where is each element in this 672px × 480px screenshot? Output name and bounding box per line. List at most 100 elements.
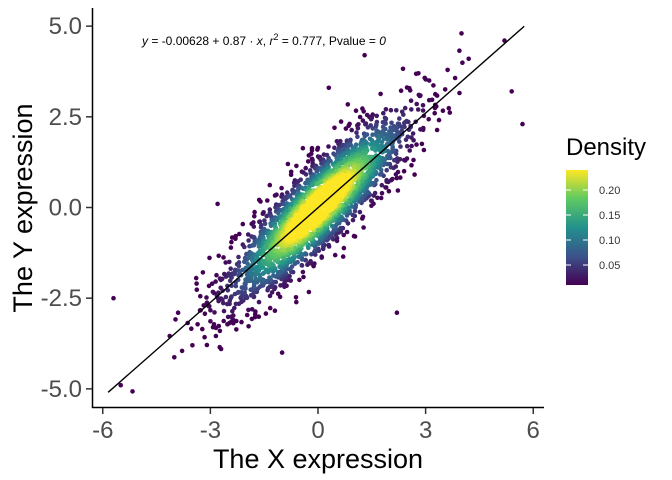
data-point: [300, 145, 306, 151]
data-point: [236, 254, 241, 260]
data-point: [237, 231, 242, 237]
y-axis-title: The Y expression: [8, 103, 38, 312]
data-point: [223, 274, 229, 279]
data-point: [383, 185, 388, 190]
data-point: [357, 114, 363, 120]
data-point: [236, 289, 241, 295]
data-point: [252, 235, 257, 240]
data-point: [389, 120, 394, 126]
data-point: [221, 255, 226, 260]
data-point: [343, 126, 349, 131]
x-tick-label: 0: [311, 417, 324, 444]
data-point: [225, 288, 231, 293]
data-point: [179, 348, 185, 354]
data-point: [379, 182, 385, 188]
data-point: [357, 209, 363, 215]
data-point: [350, 217, 356, 223]
x-tick-label: 6: [527, 417, 540, 444]
data-point: [370, 126, 376, 131]
data-point: [377, 172, 383, 177]
data-point: [269, 290, 275, 295]
data-point: [445, 67, 450, 73]
data-point: [233, 236, 238, 241]
data-point: [289, 264, 295, 269]
data-point: [360, 214, 366, 220]
data-point: [221, 308, 227, 314]
data-point: [353, 108, 359, 113]
data-point: [365, 125, 371, 130]
data-point: [411, 157, 416, 163]
data-point: [369, 138, 375, 143]
data-point: [173, 317, 178, 322]
eq-x: x: [256, 34, 264, 48]
data-point: [403, 137, 409, 142]
data-point: [394, 310, 400, 316]
data-point: [303, 257, 309, 263]
data-point: [414, 101, 420, 107]
data-point: [416, 71, 421, 76]
eq-plus: +: [209, 34, 223, 48]
data-point: [244, 312, 250, 318]
data-point: [305, 159, 311, 164]
data-point: [421, 147, 427, 153]
data-point: [279, 185, 284, 191]
eq-y: y: [141, 34, 149, 48]
data-point: [267, 293, 273, 299]
y-tick-label: 5.0: [49, 13, 82, 40]
data-point: [190, 343, 195, 348]
legend-title: Density: [566, 134, 646, 161]
data-point: [415, 107, 421, 112]
data-point: [279, 350, 285, 355]
data-point: [232, 305, 237, 311]
data-point: [393, 172, 399, 177]
y-tick-label: 0.0: [49, 195, 82, 222]
data-point: [341, 245, 347, 251]
data-point: [346, 123, 352, 129]
legend-break-label: 0.05: [599, 260, 620, 272]
data-point: [246, 324, 251, 329]
data-point: [388, 107, 394, 113]
data-point: [299, 262, 305, 268]
data-point: [336, 141, 341, 147]
data-point: [408, 98, 414, 103]
data-point: [379, 143, 384, 149]
data-point: [251, 224, 257, 229]
data-point: [217, 344, 222, 350]
data-point: [326, 85, 332, 91]
data-point: [431, 83, 436, 88]
data-point: [213, 333, 219, 339]
regression-line-group: [107, 25, 525, 393]
data-point: [249, 307, 255, 312]
data-point: [426, 97, 432, 103]
data-point: [300, 269, 306, 275]
legend-colorbar: [566, 170, 588, 285]
data-point: [223, 260, 228, 265]
data-point: [303, 172, 309, 177]
data-point: [340, 254, 346, 259]
data-point: [395, 188, 401, 193]
data-point: [294, 163, 299, 169]
data-point: [344, 229, 350, 235]
data-point: [440, 108, 446, 113]
data-point: [228, 266, 233, 272]
data-point: [233, 283, 239, 289]
data-point: [309, 151, 314, 156]
data-point: [397, 116, 402, 121]
data-point: [223, 294, 229, 300]
data-point: [409, 163, 414, 168]
data-point: [417, 93, 423, 99]
data-point: [282, 279, 288, 285]
data-point: [338, 119, 344, 124]
data-point: [349, 127, 355, 133]
data-point: [341, 232, 347, 238]
data-point: [272, 308, 278, 314]
data-point: [275, 291, 281, 297]
axis-ticks: -6 -3 0 3 6 -5.0 -2.5 0.0 2.5 5.0: [41, 13, 540, 444]
data-point: [172, 355, 177, 360]
eq-slope: 0.87: [223, 34, 247, 48]
data-point: [360, 118, 366, 123]
data-point: [236, 263, 242, 269]
data-point: [308, 258, 313, 264]
data-point: [267, 182, 273, 188]
data-point: [200, 270, 206, 275]
